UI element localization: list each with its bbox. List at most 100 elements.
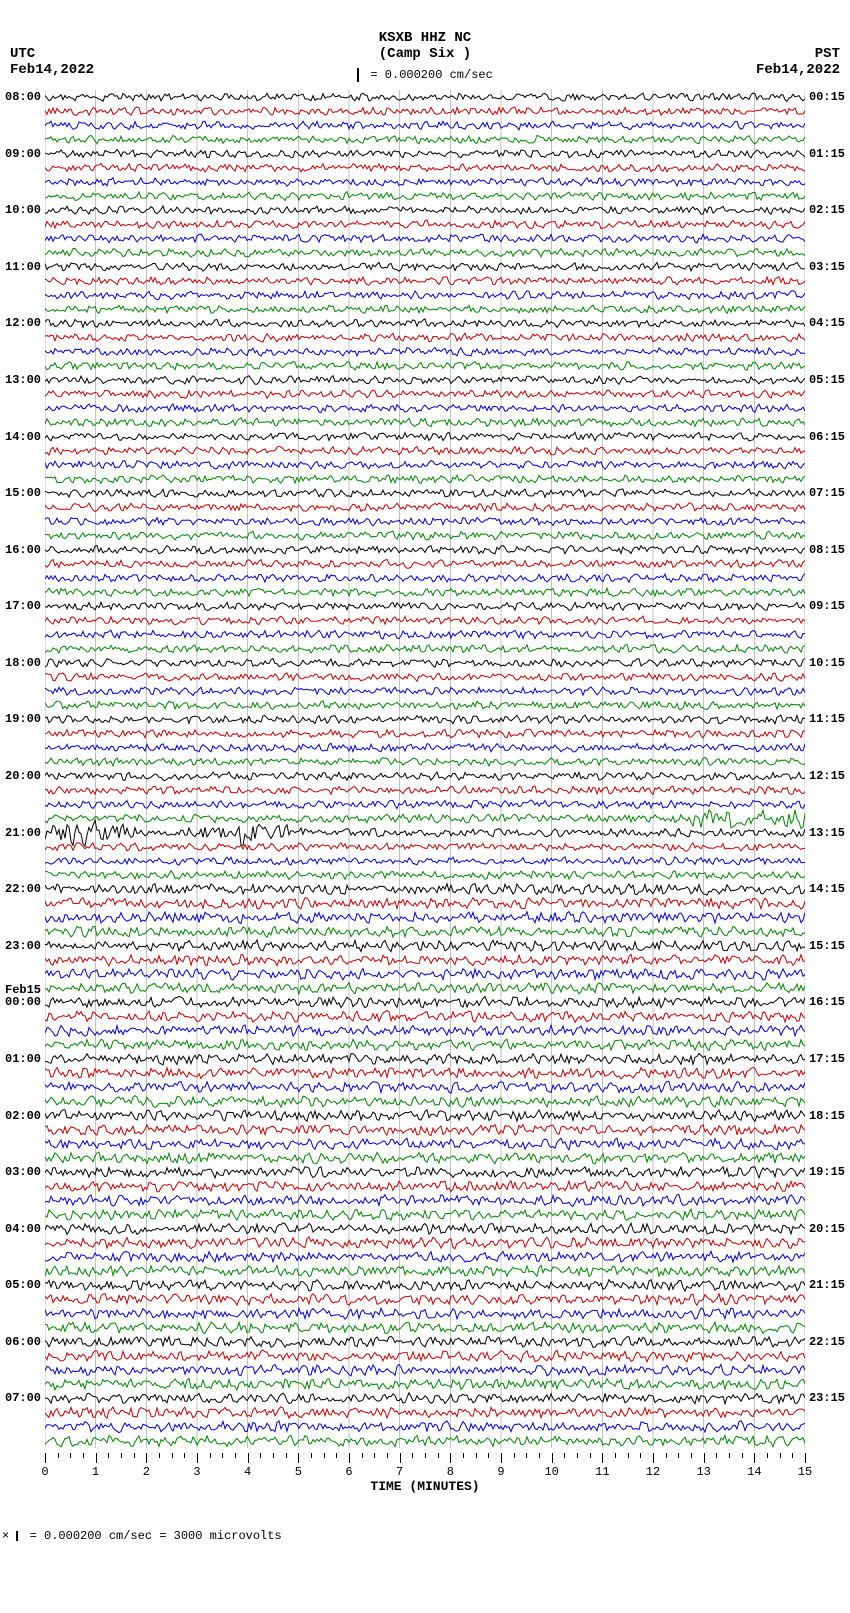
pst-hour-label: 04:15 xyxy=(809,316,845,330)
x-tick xyxy=(704,1453,705,1463)
utc-hour-label: 13:00 xyxy=(5,373,41,387)
x-minor-tick xyxy=(539,1453,540,1458)
x-minor-tick xyxy=(488,1453,489,1458)
station-location: (Camp Six ) xyxy=(0,46,850,62)
x-minor-tick xyxy=(412,1453,413,1458)
pst-hour-label: 02:15 xyxy=(809,203,845,217)
x-minor-tick xyxy=(640,1453,641,1458)
timezone-left: UTC xyxy=(10,46,35,62)
utc-hour-label: 09:00 xyxy=(5,147,41,161)
x-tick xyxy=(197,1453,198,1463)
x-minor-tick xyxy=(83,1453,84,1458)
x-minor-tick xyxy=(666,1453,667,1458)
footer-prefix: × xyxy=(2,1529,9,1543)
x-minor-tick xyxy=(134,1453,135,1458)
x-minor-tick xyxy=(438,1453,439,1458)
utc-hour-label: 05:00 xyxy=(5,1278,41,1292)
utc-hour-label: 04:00 xyxy=(5,1222,41,1236)
x-minor-tick xyxy=(210,1453,211,1458)
utc-hour-label: 08:00 xyxy=(5,90,41,104)
x-tick-label: 5 xyxy=(295,1465,302,1479)
utc-hour-label: 11:00 xyxy=(5,260,41,274)
footer-scale-bar-icon xyxy=(16,1531,18,1541)
utc-hour-label: 17:00 xyxy=(5,599,41,613)
x-minor-tick xyxy=(564,1453,565,1458)
x-tick xyxy=(146,1453,147,1463)
x-minor-tick xyxy=(577,1453,578,1458)
x-minor-tick xyxy=(678,1453,679,1458)
x-minor-tick xyxy=(336,1453,337,1458)
x-minor-tick xyxy=(780,1453,781,1458)
x-minor-tick xyxy=(590,1453,591,1458)
x-tick xyxy=(450,1453,451,1463)
pst-hour-label: 12:15 xyxy=(809,769,845,783)
pst-hour-label: 06:15 xyxy=(809,430,845,444)
x-minor-tick xyxy=(184,1453,185,1458)
x-tick-label: 4 xyxy=(244,1465,251,1479)
utc-hour-label: 20:00 xyxy=(5,769,41,783)
x-minor-tick xyxy=(159,1453,160,1458)
x-tick-label: 9 xyxy=(497,1465,504,1479)
x-minor-tick xyxy=(273,1453,274,1458)
x-tick-label: 14 xyxy=(747,1465,761,1479)
x-tick-label: 3 xyxy=(193,1465,200,1479)
x-tick xyxy=(248,1453,249,1463)
utc-hour-label: 16:00 xyxy=(5,543,41,557)
utc-hour-label: 06:00 xyxy=(5,1335,41,1349)
footer-text: = 0.000200 cm/sec = 3000 microvolts xyxy=(30,1529,282,1543)
x-tick xyxy=(653,1453,654,1463)
x-tick-label: 11 xyxy=(595,1465,609,1479)
utc-hour-label: 22:00 xyxy=(5,882,41,896)
utc-hour-label: 10:00 xyxy=(5,203,41,217)
x-tick xyxy=(501,1453,502,1463)
pst-hour-label: 00:15 xyxy=(809,90,845,104)
utc-hour-label: 07:00 xyxy=(5,1391,41,1405)
pst-hour-label: 23:15 xyxy=(809,1391,845,1405)
x-minor-tick xyxy=(729,1453,730,1458)
scale-text: = 0.000200 cm/sec xyxy=(370,68,492,82)
x-minor-tick xyxy=(767,1453,768,1458)
station-code: KSXB HHZ NC xyxy=(0,30,850,46)
x-tick-label: 8 xyxy=(447,1465,454,1479)
x-minor-tick xyxy=(387,1453,388,1458)
x-tick xyxy=(298,1453,299,1463)
x-tick xyxy=(96,1453,97,1463)
x-minor-tick xyxy=(286,1453,287,1458)
x-minor-tick xyxy=(108,1453,109,1458)
x-tick-label: 7 xyxy=(396,1465,403,1479)
x-minor-tick xyxy=(362,1453,363,1458)
pst-hour-label: 11:15 xyxy=(809,712,845,726)
x-minor-tick xyxy=(691,1453,692,1458)
x-minor-tick xyxy=(235,1453,236,1458)
x-minor-tick xyxy=(463,1453,464,1458)
utc-hour-label: 02:00 xyxy=(5,1109,41,1123)
pst-hour-label: 21:15 xyxy=(809,1278,845,1292)
utc-hour-label: 18:00 xyxy=(5,656,41,670)
x-axis: TIME (MINUTES) 0123456789101112131415 xyxy=(45,1453,805,1483)
x-tick xyxy=(602,1453,603,1463)
x-tick-label: 6 xyxy=(345,1465,352,1479)
x-tick-label: 2 xyxy=(143,1465,150,1479)
x-minor-tick xyxy=(260,1453,261,1458)
pst-hour-label: 16:15 xyxy=(809,995,845,1009)
pst-hour-label: 09:15 xyxy=(809,599,845,613)
pst-hour-label: 18:15 xyxy=(809,1109,845,1123)
pst-hour-label: 08:15 xyxy=(809,543,845,557)
x-minor-tick xyxy=(526,1453,527,1458)
x-tick xyxy=(45,1453,46,1463)
pst-hour-label: 03:15 xyxy=(809,260,845,274)
x-minor-tick xyxy=(425,1453,426,1458)
x-minor-tick xyxy=(58,1453,59,1458)
x-minor-tick xyxy=(476,1453,477,1458)
x-minor-tick xyxy=(628,1453,629,1458)
pst-hour-label: 20:15 xyxy=(809,1222,845,1236)
pst-hour-label: 14:15 xyxy=(809,882,845,896)
x-tick-label: 12 xyxy=(646,1465,660,1479)
x-tick-label: 13 xyxy=(696,1465,710,1479)
x-tick-label: 1 xyxy=(92,1465,99,1479)
x-tick xyxy=(400,1453,401,1463)
utc-hour-label: 21:00 xyxy=(5,826,41,840)
utc-hour-label: 15:00 xyxy=(5,486,41,500)
x-minor-tick xyxy=(222,1453,223,1458)
x-tick xyxy=(754,1453,755,1463)
